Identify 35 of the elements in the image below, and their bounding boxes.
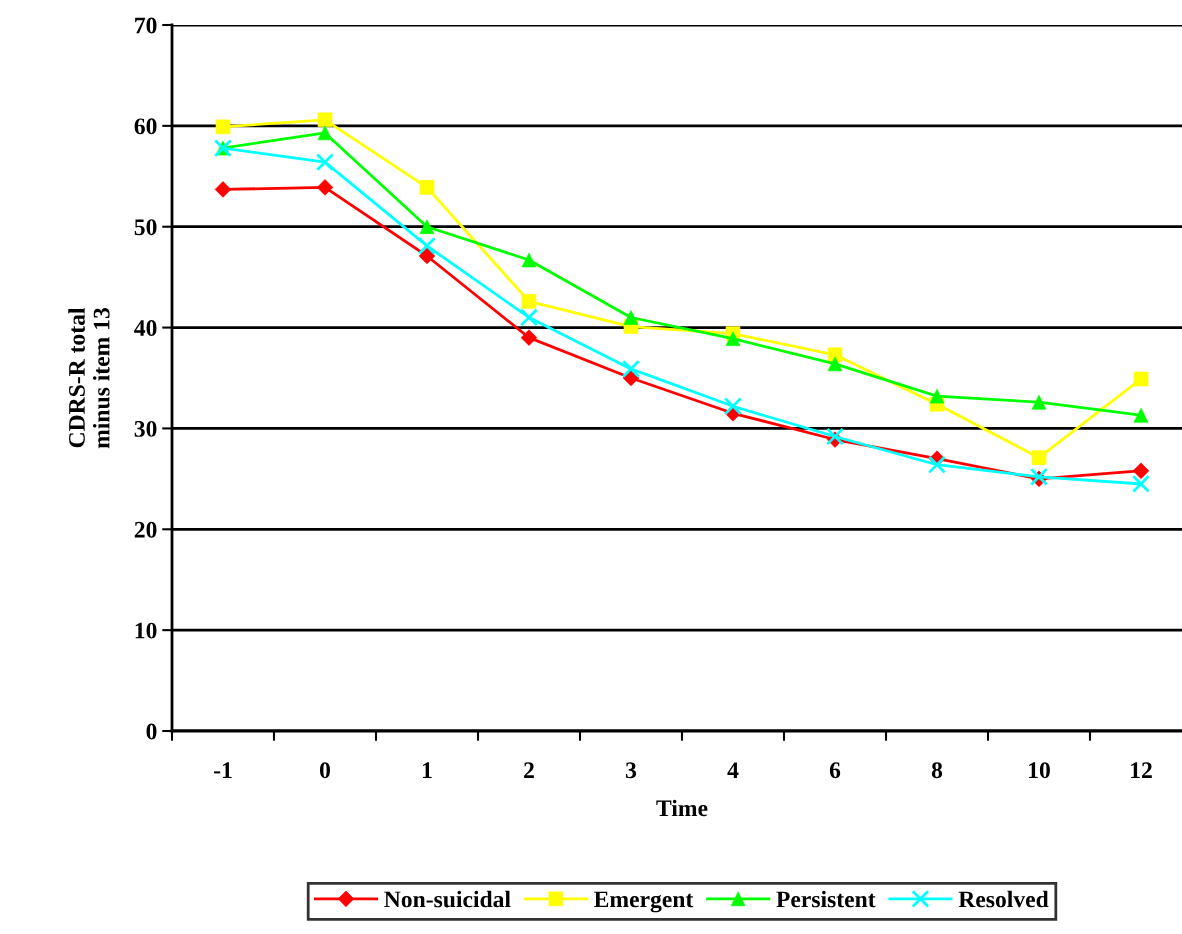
y-tick-label: 70: [135, 17, 157, 34]
x-tick-label: 8: [931, 762, 943, 779]
x-tick-label: 6: [829, 762, 841, 779]
x-tick-label: 1: [422, 762, 432, 778]
point: [1131, 474, 1151, 493]
y-tick-label: 0: [146, 723, 157, 740]
x-tick-label: 10: [1029, 762, 1050, 779]
y-tick-label: 60: [134, 118, 157, 135]
x-tick-label: 4: [727, 762, 739, 778]
legend-label: Non-suicidal: [384, 890, 511, 908]
x-tick-label: 3: [625, 762, 637, 779]
y-tick-label: 50: [134, 219, 157, 236]
legend-label: Resolved: [958, 890, 1049, 908]
x-tick-label: 12: [1131, 762, 1152, 778]
y-axis-title: CDRS-R total minus item 13: [68, 307, 110, 449]
point: [825, 427, 845, 446]
point: [419, 180, 435, 195]
x-axis-title: Time: [656, 799, 708, 817]
x-tick-label: 0: [320, 762, 330, 779]
x-tick-label: 2: [524, 762, 534, 778]
point: [417, 236, 437, 255]
x-tick-label: -1: [214, 762, 232, 778]
point: [521, 294, 537, 309]
point: [315, 153, 335, 172]
y-tick-label: 10: [135, 622, 157, 639]
point: [621, 359, 641, 378]
legend-label: Persistent: [776, 890, 876, 908]
point: [927, 455, 947, 474]
y-tick-label: 20: [134, 521, 157, 538]
point: [519, 308, 539, 327]
point: [723, 397, 743, 416]
legend-label: Emergent: [594, 891, 694, 913]
point: [1031, 450, 1047, 465]
y-tick-label: 40: [134, 320, 157, 336]
y-tick-label: 30: [134, 420, 157, 437]
